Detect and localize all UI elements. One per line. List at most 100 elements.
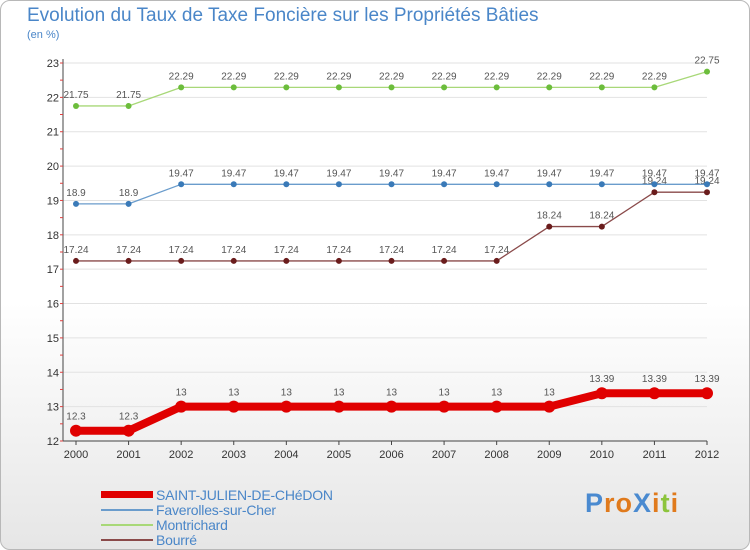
data-label: 21.75 xyxy=(116,90,141,101)
logo-letter: i xyxy=(670,488,680,518)
data-point xyxy=(283,181,290,188)
y-tick-label: 20 xyxy=(47,161,59,173)
data-label: 19.47 xyxy=(589,168,614,179)
data-label: 13.39 xyxy=(589,374,614,385)
data-label: 22.29 xyxy=(326,71,351,82)
data-label: 12.3 xyxy=(66,412,86,423)
data-point xyxy=(493,84,500,91)
data-label: 18.24 xyxy=(589,211,614,222)
data-point xyxy=(125,257,132,264)
logo-letter: X xyxy=(633,488,653,518)
data-point xyxy=(704,68,710,75)
data-point xyxy=(125,200,132,207)
x-tick-label: 2001 xyxy=(116,449,140,461)
y-axis-unit: (en %) xyxy=(27,29,60,41)
data-label: 22.29 xyxy=(432,71,457,82)
legend-item: Montrichard xyxy=(101,516,333,533)
data-point xyxy=(438,400,451,413)
y-tick-label: 15 xyxy=(47,333,59,345)
logo-letter: r xyxy=(604,488,616,518)
data-point xyxy=(283,84,290,91)
x-tick-label: 2004 xyxy=(274,449,298,461)
x-tick-label: 2009 xyxy=(537,449,561,461)
data-point xyxy=(388,257,395,264)
x-tick-label: 2006 xyxy=(379,449,403,461)
y-tick-label: 19 xyxy=(47,195,59,207)
data-label: 22.29 xyxy=(484,71,509,82)
legend-label: Montrichard xyxy=(156,516,228,533)
data-label: 17.24 xyxy=(484,245,509,256)
data-point xyxy=(493,181,500,188)
legend-item: SAINT-JULIEN-DE-CHéDON xyxy=(101,487,333,503)
data-label: 13 xyxy=(281,388,293,399)
data-label: 19.47 xyxy=(432,168,457,179)
data-point xyxy=(335,257,342,264)
logo-letter: i xyxy=(652,488,661,518)
data-label: 18.24 xyxy=(537,211,562,222)
data-label: 13 xyxy=(491,388,503,399)
data-point xyxy=(388,181,395,188)
data-point xyxy=(280,400,293,413)
data-label: 19.47 xyxy=(537,168,562,179)
data-label: 19.47 xyxy=(169,168,194,179)
data-label: 13 xyxy=(544,388,556,399)
data-label: 19.47 xyxy=(274,168,299,179)
data-point xyxy=(546,84,553,91)
y-tick-label: 21 xyxy=(47,127,59,139)
x-tick-label: 2008 xyxy=(484,449,508,461)
data-label: 22.29 xyxy=(642,71,667,82)
data-label: 22.29 xyxy=(221,71,246,82)
data-label: 13 xyxy=(386,388,398,399)
proxiti-logo: ProXiti xyxy=(585,488,679,519)
data-label: 22.75 xyxy=(694,56,719,67)
data-point xyxy=(701,387,713,400)
data-point xyxy=(543,400,556,413)
data-label: 17.24 xyxy=(379,245,404,256)
x-tick-label: 2002 xyxy=(169,449,193,461)
data-point xyxy=(332,400,345,413)
data-point xyxy=(598,84,605,91)
data-label: 17.24 xyxy=(221,245,246,256)
data-point xyxy=(230,257,237,264)
data-point xyxy=(490,400,503,413)
data-label: 22.29 xyxy=(274,71,299,82)
data-point xyxy=(493,257,500,264)
data-point xyxy=(388,84,395,91)
data-label: 18.9 xyxy=(119,188,139,199)
data-point xyxy=(230,181,237,188)
legend-swatch xyxy=(101,491,153,498)
logo-letter: o xyxy=(615,488,634,518)
x-tick-label: 2010 xyxy=(590,449,614,461)
y-tick-label: 23 xyxy=(47,58,59,70)
data-label: 18.9 xyxy=(66,188,86,199)
data-point xyxy=(651,181,658,188)
data-label: 12.3 xyxy=(119,412,139,423)
x-tick-label: 2012 xyxy=(695,449,719,461)
data-point xyxy=(335,181,342,188)
y-tick-label: 13 xyxy=(47,402,59,414)
data-label: 17.24 xyxy=(326,245,351,256)
logo-letter: P xyxy=(585,488,605,518)
data-point xyxy=(595,387,608,400)
data-label: 13 xyxy=(439,388,451,399)
data-label: 17.24 xyxy=(169,245,194,256)
data-point xyxy=(441,257,448,264)
data-point xyxy=(651,189,658,196)
x-tick-label: 2003 xyxy=(222,449,246,461)
data-point xyxy=(178,84,185,91)
x-tick-label: 2000 xyxy=(64,449,88,461)
data-point xyxy=(70,424,82,437)
data-label: 13.39 xyxy=(642,374,667,385)
x-tick-label: 2005 xyxy=(327,449,351,461)
data-point xyxy=(651,84,658,91)
logo-letter: t xyxy=(660,488,671,518)
data-point xyxy=(178,257,185,264)
data-label: 17.24 xyxy=(274,245,299,256)
data-point xyxy=(441,181,448,188)
data-point xyxy=(73,200,79,207)
data-point xyxy=(73,102,79,109)
legend-swatch xyxy=(101,523,153,526)
data-label: 19.47 xyxy=(484,168,509,179)
x-tick-label: 2007 xyxy=(432,449,456,461)
